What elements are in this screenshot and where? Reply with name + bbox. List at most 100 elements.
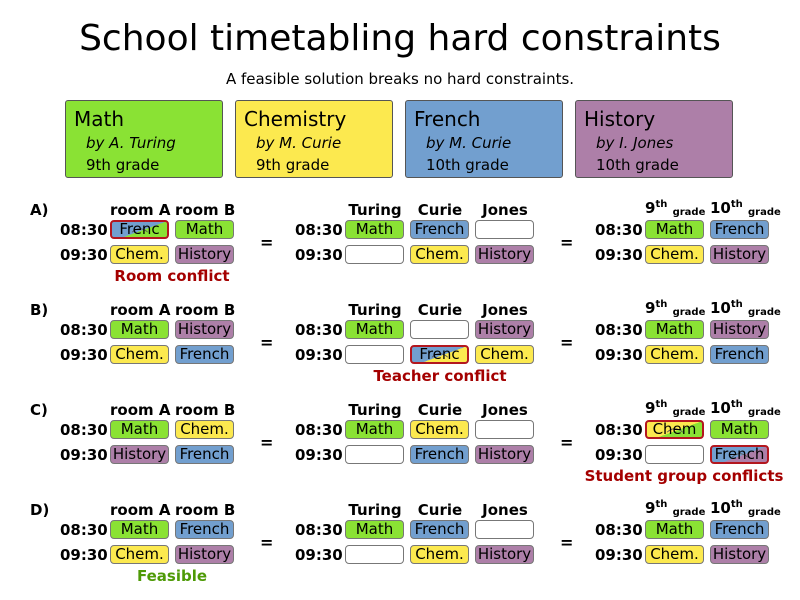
scenario-note: Room conflict <box>114 267 230 285</box>
grade-number: 9 <box>645 199 656 217</box>
grade-suffix: th <box>730 199 743 210</box>
cell-text: Chem. <box>480 345 529 363</box>
time-label: 09:30 <box>595 546 643 564</box>
lesson-cell: Chem. <box>110 345 169 364</box>
cell-text: Math <box>655 320 694 338</box>
lesson-cell: Math <box>345 520 404 539</box>
column-header: 10th grade <box>710 199 781 218</box>
cell-text: History <box>477 545 532 563</box>
equals-sign: = <box>560 433 574 452</box>
time-label: 08:30 <box>60 421 108 439</box>
page-subtitle: A feasible solution breaks no hard const… <box>225 70 575 88</box>
column-header: Turing <box>348 501 402 519</box>
column-header: Turing <box>348 301 402 319</box>
cell-text: French <box>714 445 765 463</box>
cell-text: Chem. <box>650 345 699 363</box>
lesson-cell: Math <box>175 220 234 239</box>
empty-cell <box>475 420 534 439</box>
lesson-cell: Chem. <box>645 245 704 264</box>
lesson-cell: French <box>175 445 234 464</box>
cell-text: History <box>712 245 767 263</box>
column-header: Curie <box>417 201 463 219</box>
grade-word: grade <box>748 407 781 418</box>
column-header: Curie <box>417 501 463 519</box>
cell-text: Math <box>120 520 159 538</box>
lesson-cell: French <box>710 445 769 464</box>
lesson-cell: History <box>710 545 769 564</box>
lesson-teacher: by I. Jones <box>596 134 674 152</box>
lesson-cell: Chem. <box>645 345 704 364</box>
time-label: 08:30 <box>295 321 343 339</box>
lesson-card-math: Math by A. Turing 9th grade <box>65 100 223 178</box>
cell-text: Chem. <box>650 245 699 263</box>
grade-word: grade <box>672 307 706 318</box>
grade-suffix: th <box>730 399 743 410</box>
lesson-name: Math <box>74 107 125 131</box>
lesson-cell: History <box>710 320 769 339</box>
lesson-cell: Math <box>645 520 704 539</box>
empty-cell <box>345 245 404 264</box>
lesson-cell: French <box>175 345 234 364</box>
lesson-cell: History <box>175 545 234 564</box>
cell-text: French <box>179 445 230 463</box>
equals-sign: = <box>260 433 274 452</box>
lesson-cell: History <box>710 245 769 264</box>
cell-text: Math <box>355 520 394 538</box>
cell-text: Chem. <box>180 420 229 438</box>
time-label: 08:30 <box>60 321 108 339</box>
lesson-cell: Chem. <box>175 420 234 439</box>
lesson-cell: Chem. <box>410 245 469 264</box>
cell-text: Math <box>185 220 224 238</box>
cell-text: History <box>177 320 232 338</box>
time-label: 08:30 <box>295 221 343 239</box>
time-label: 09:30 <box>60 446 108 464</box>
grade-number: 10 <box>710 199 731 217</box>
lesson-teacher: by M. Curie <box>426 134 512 152</box>
column-header: 10th grade <box>710 299 781 318</box>
scenario-label: B) <box>30 301 49 319</box>
equals-sign: = <box>560 533 574 552</box>
time-label: 09:30 <box>595 346 643 364</box>
cell-text: French <box>179 520 230 538</box>
equals-sign: = <box>260 233 274 252</box>
cell-text: French <box>179 345 230 363</box>
lesson-cell: History <box>475 320 534 339</box>
cell-text: French <box>714 345 765 363</box>
cell-text: Chem. <box>650 545 699 563</box>
cell-text: History <box>177 245 232 263</box>
grade-word: grade <box>672 407 706 418</box>
lesson-cell: History <box>175 245 234 264</box>
equals-sign: = <box>260 333 274 352</box>
scenario-label: D) <box>30 501 50 519</box>
overlap-mark-icon <box>666 428 684 433</box>
time-label: 09:30 <box>595 246 643 264</box>
grade-suffix: th <box>655 199 668 210</box>
column-header: room A <box>110 201 171 219</box>
column-header: 10th grade <box>710 499 781 518</box>
column-header: 10th grade <box>710 399 781 418</box>
empty-cell <box>410 320 469 339</box>
cell-text: Chem <box>652 420 697 438</box>
page-title: School timetabling hard constraints <box>79 18 721 59</box>
cell-text: Math <box>120 320 159 338</box>
column-header: 9th grade <box>645 299 705 318</box>
lesson-cell: History <box>475 545 534 564</box>
time-label: 08:30 <box>295 521 343 539</box>
lesson-card-history: History by I. Jones 10th grade <box>575 100 733 178</box>
time-label: 08:30 <box>595 421 643 439</box>
time-label: 09:30 <box>60 546 108 564</box>
grade-word: grade <box>672 507 706 518</box>
lesson-cell: Math <box>345 320 404 339</box>
grade-word: grade <box>672 207 706 218</box>
lesson-cell: History <box>110 445 169 464</box>
cell-text: Math <box>720 420 759 438</box>
grade-word: grade <box>748 207 781 218</box>
lesson-cell: Chem. <box>110 545 169 564</box>
grade-suffix: th <box>730 499 743 510</box>
lesson-cell: Chem. <box>645 545 704 564</box>
lesson-cell: History <box>475 445 534 464</box>
lesson-name: Chemistry <box>244 107 347 131</box>
lesson-cell: Math <box>110 320 169 339</box>
grade-suffix: th <box>655 499 668 510</box>
lesson-card-french: French by M. Curie 10th grade <box>405 100 563 178</box>
